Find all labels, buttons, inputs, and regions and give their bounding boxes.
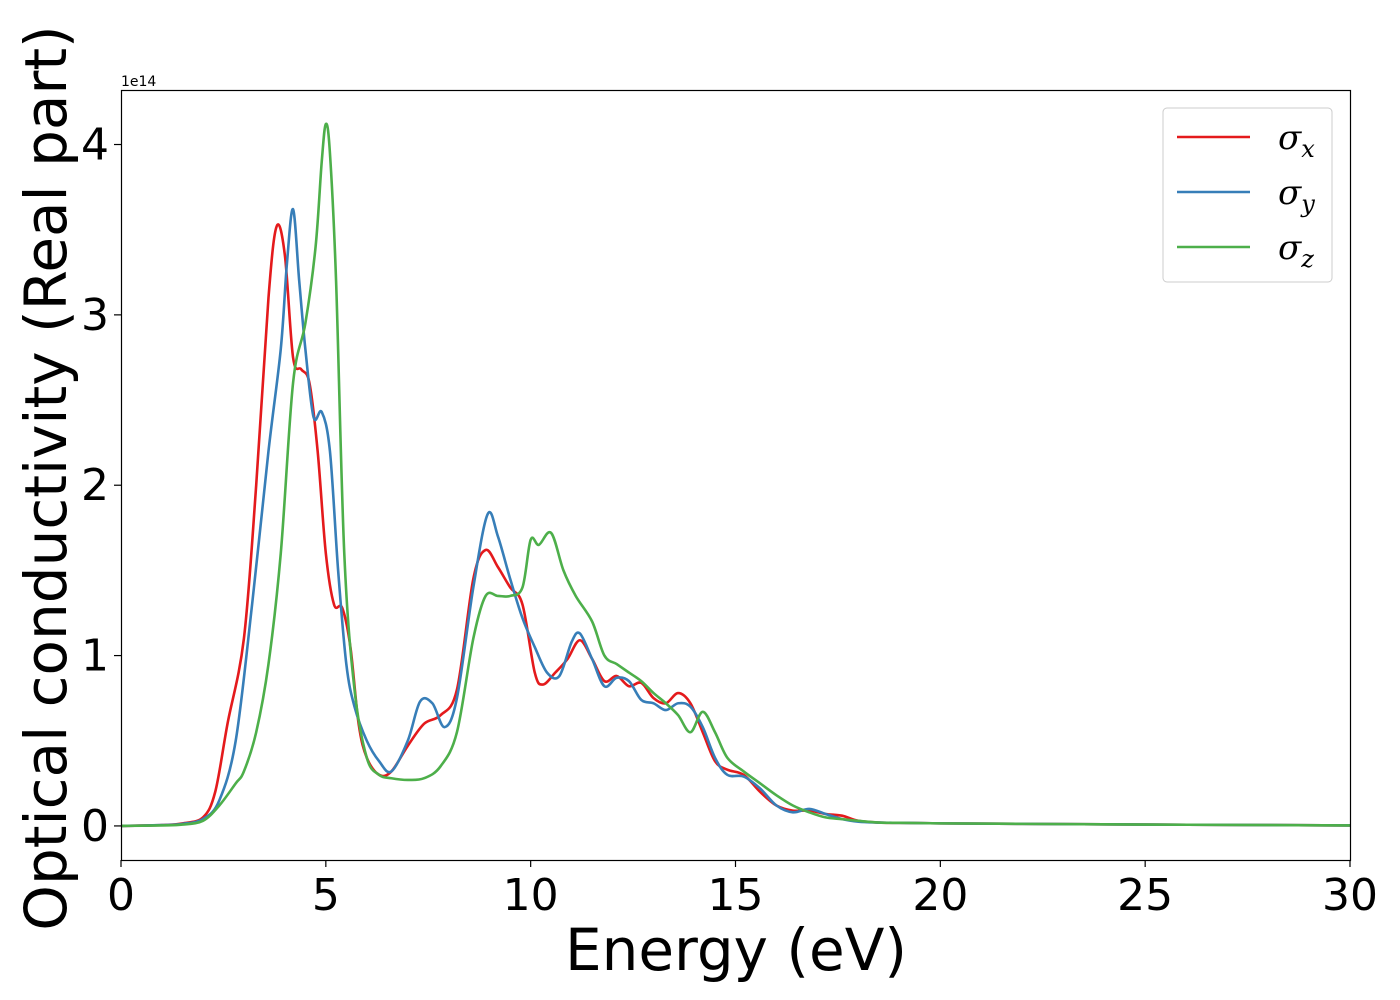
y-tick-label: 4 bbox=[81, 120, 109, 171]
x-axis: 0 5 10 15 20 25 30 bbox=[107, 860, 1378, 921]
y-axis-title: Optical conductivity (Real part) bbox=[12, 25, 80, 930]
legend-label-z: σz bbox=[1278, 228, 1314, 273]
series-line-y bbox=[120, 207, 1351, 828]
x-tick-label: 0 bbox=[107, 870, 135, 921]
x-tick-label: 15 bbox=[708, 870, 764, 921]
y-tick-label: 3 bbox=[81, 290, 109, 341]
y-axis: 0 1 2 3 4 bbox=[81, 120, 121, 852]
x-tick-label: 30 bbox=[1322, 870, 1378, 921]
legend: σx σy σz bbox=[1162, 107, 1333, 283]
y-tick-label: 1 bbox=[81, 631, 109, 682]
y-offset-text: 1e14 bbox=[121, 74, 156, 90]
x-tick-label: 5 bbox=[312, 870, 340, 921]
x-axis-title: Energy (eV) bbox=[565, 916, 907, 984]
series-line-z bbox=[120, 122, 1351, 828]
legend-label-x: σx bbox=[1278, 118, 1315, 163]
y-tick-label: 2 bbox=[81, 460, 109, 511]
plot-lines bbox=[120, 122, 1351, 828]
x-tick-label: 10 bbox=[503, 870, 559, 921]
series-line-x bbox=[120, 223, 1351, 828]
legend-label-y: σy bbox=[1278, 173, 1315, 218]
legend-frame bbox=[1162, 107, 1333, 283]
x-tick-label: 25 bbox=[1117, 870, 1173, 921]
y-tick-label: 0 bbox=[81, 801, 109, 852]
x-tick-label: 20 bbox=[912, 870, 968, 921]
